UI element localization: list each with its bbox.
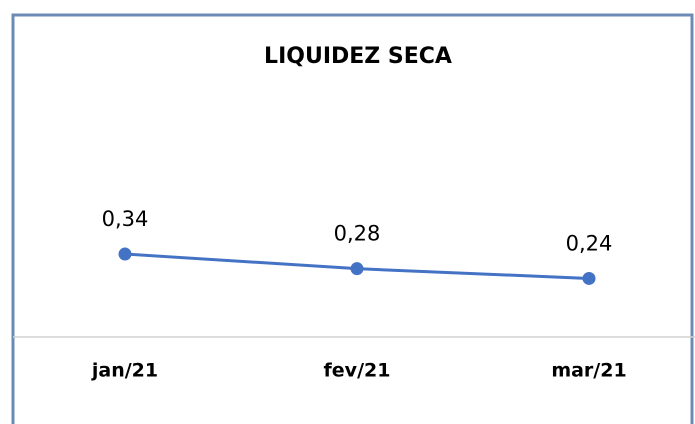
data-label: 0,34 (102, 207, 149, 231)
x-tick-label: fev/21 (324, 360, 391, 382)
point (582, 271, 596, 285)
x-tick-label: mar/21 (551, 360, 626, 382)
point (118, 247, 132, 261)
data-label: 0,24 (566, 231, 613, 255)
data-label: 0,28 (334, 222, 381, 246)
point (350, 262, 364, 276)
frame (11, 13, 694, 424)
chart-title: LIQUIDEZ SECA (264, 44, 452, 69)
x-tick-label: jan/21 (91, 360, 158, 382)
